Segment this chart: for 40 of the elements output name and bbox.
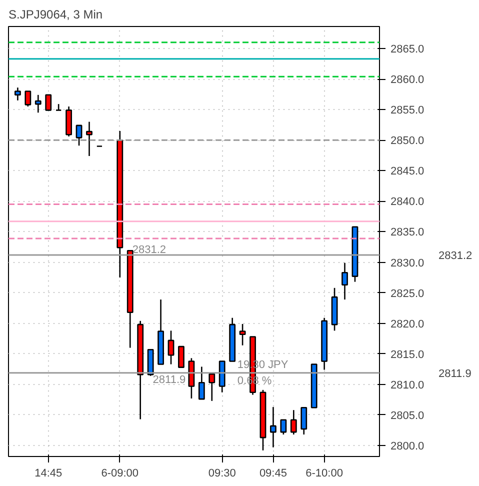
ref-line-label: 2811.9 [152, 374, 186, 386]
text: 2811.9 [438, 368, 472, 380]
x-tick-label: 6-10:00 [306, 468, 343, 480]
y-tick-label: 2800.0 [390, 440, 424, 453]
y-tick-label: 2805.0 [390, 410, 424, 422]
candlestick [280, 419, 287, 436]
candlestick [342, 262, 348, 300]
candlestick [76, 124, 82, 146]
candlestick [208, 373, 216, 402]
candlestick [86, 121, 92, 157]
y-tick-label: 2810.0 [390, 379, 424, 392]
candlestick [270, 406, 276, 448]
x-tick-label: 6-09:00 [101, 468, 139, 480]
y-tick-label: 2845.0 [390, 166, 424, 178]
y-tick-label: 2850.0 [390, 135, 424, 148]
candlestick [290, 409, 297, 436]
ref-line-label: 2831.2 [132, 244, 166, 256]
y-tick-label: 2825.0 [390, 288, 424, 300]
y-tick-label: 2830.0 [390, 257, 424, 270]
candlestick [24, 90, 32, 108]
y-tick-label: 2860.0 [390, 74, 424, 86]
y-tick-label: 2865.0 [390, 43, 424, 56]
candlestick [34, 94, 42, 114]
text: 2831.2 [438, 250, 472, 262]
x-tick-label: 09:30 [208, 468, 236, 480]
y-tick-label: 2835.0 [390, 226, 424, 239]
y-tick-label: 2815.0 [390, 348, 424, 361]
candlestick [168, 330, 174, 365]
x-tick-label: 14:45 [34, 468, 62, 480]
candlestick [45, 94, 52, 111]
y-tick-label: 2840.0 [390, 196, 424, 208]
x-tick-label: 09:45 [259, 468, 287, 480]
chart-title: S.JPJ9064, 3 Min [8, 8, 103, 22]
y-tick-label: 2855.0 [390, 104, 424, 117]
candlestick [300, 406, 308, 436]
y-tick-label: 2820.0 [390, 318, 424, 330]
candlestick [198, 366, 205, 400]
candlestick [178, 346, 184, 368]
candlestick [14, 86, 21, 102]
candlestick [239, 323, 246, 346]
